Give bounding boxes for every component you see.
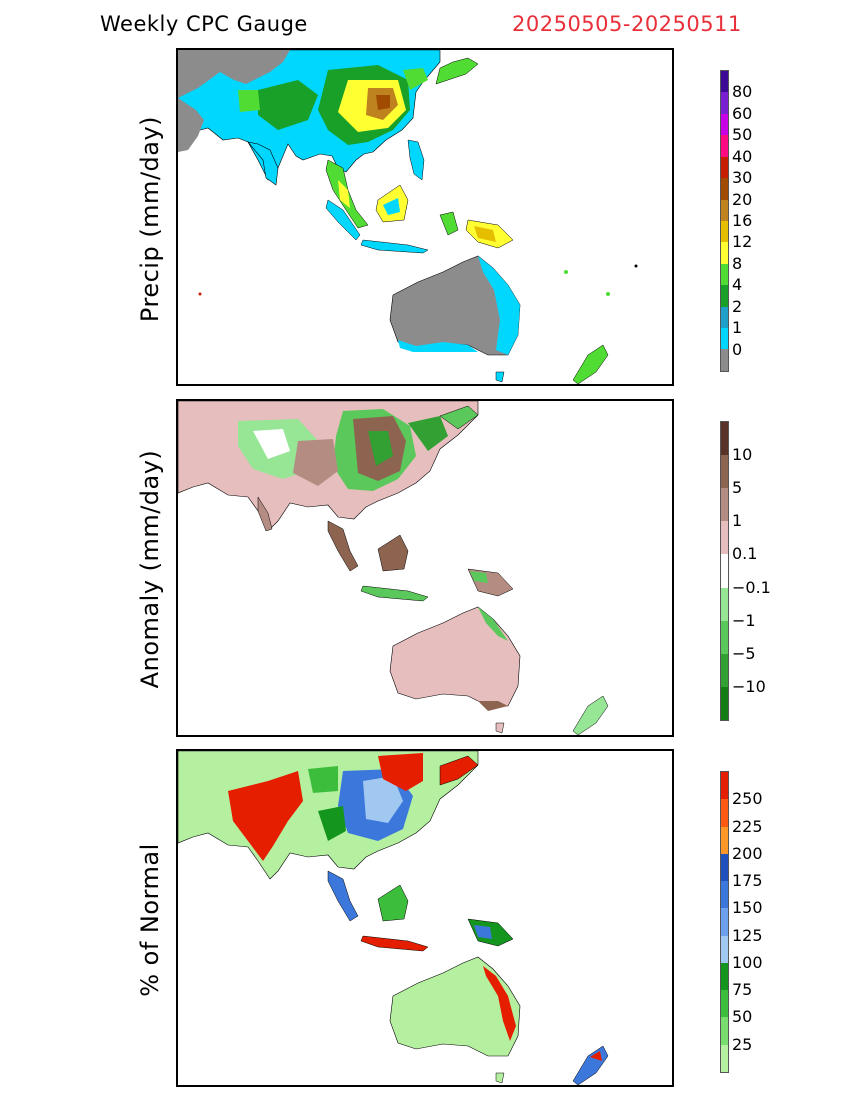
colorbar-tick-label: 75 bbox=[732, 980, 753, 1000]
colorbar-swatch bbox=[721, 853, 728, 882]
colorbar-tick-label: 200 bbox=[732, 843, 763, 863]
colorbar-swatch bbox=[721, 263, 728, 286]
precip-map bbox=[178, 50, 638, 384]
colorbar-swatch bbox=[721, 113, 728, 136]
colorbar-tick-label: 2 bbox=[732, 296, 743, 316]
colorbar-swatch bbox=[721, 242, 728, 264]
colorbar-swatch bbox=[721, 220, 728, 243]
colorbar-swatch bbox=[721, 285, 728, 307]
colorbar-swatch bbox=[721, 653, 728, 687]
colorbar-tick-label: 250 bbox=[732, 789, 763, 809]
colorbar-tick-label: 5 bbox=[732, 478, 743, 498]
colorbar-swatch bbox=[721, 620, 728, 654]
colorbar-swatch bbox=[721, 772, 728, 800]
colorbar-swatch bbox=[721, 328, 728, 350]
colorbar-tick-label: 100 bbox=[732, 952, 763, 972]
colorbar-swatch bbox=[721, 135, 728, 157]
colorbar-tick-label: 12 bbox=[732, 232, 753, 252]
colorbar-tick-label: −0.1 bbox=[732, 577, 771, 597]
colorbar-swatch bbox=[721, 488, 728, 522]
colorbar-swatch bbox=[721, 178, 728, 200]
colorbar-tick-label: 25 bbox=[732, 1034, 753, 1054]
colorbar-tick-label: 40 bbox=[732, 146, 753, 166]
colorbar-swatch bbox=[721, 935, 728, 963]
colorbar-tick-label: 125 bbox=[732, 925, 763, 945]
colorbar-swatch bbox=[721, 1017, 728, 1045]
colorbar-tick-label: 0 bbox=[732, 339, 743, 359]
colorbar-swatch bbox=[721, 455, 728, 489]
colorbar-swatch bbox=[721, 686, 728, 720]
colorbar-swatch bbox=[721, 92, 728, 114]
anomaly-colorbar bbox=[720, 421, 729, 721]
colorbar-tick-label: 20 bbox=[732, 189, 753, 209]
colorbar-tick-label: 16 bbox=[732, 211, 753, 230]
map-title: Weekly CPC Gauge bbox=[100, 12, 308, 36]
colorbar-tick-label: 30 bbox=[732, 168, 753, 188]
colorbar-swatch bbox=[721, 881, 728, 909]
colorbar-swatch bbox=[721, 990, 728, 1018]
colorbar-tick-label: 1 bbox=[732, 511, 743, 531]
colorbar-swatch bbox=[721, 306, 728, 329]
colorbar-tick-label: −10 bbox=[732, 676, 766, 696]
colorbar-swatch bbox=[721, 587, 728, 621]
colorbar-tick-label: 10 bbox=[732, 445, 753, 465]
colorbar-tick-label: 150 bbox=[732, 898, 763, 918]
date-range: 20250505-20250511 bbox=[512, 12, 742, 36]
colorbar-swatch bbox=[721, 908, 728, 936]
colorbar-tick-label: 225 bbox=[732, 816, 763, 836]
colorbar-tick-label: 0.1 bbox=[732, 544, 758, 564]
map-panel-pct-normal[interactable] bbox=[176, 749, 674, 1087]
colorbar-swatch bbox=[721, 349, 728, 371]
panel-pct-ylabel: % of Normal bbox=[136, 843, 164, 997]
colorbar-swatch bbox=[721, 156, 728, 179]
colorbar-swatch bbox=[721, 799, 728, 827]
colorbar-tick-label: 175 bbox=[732, 871, 763, 891]
colorbar-swatch bbox=[721, 826, 728, 854]
colorbar-tick-label: −1 bbox=[732, 610, 756, 630]
colorbar-swatch bbox=[721, 199, 728, 221]
colorbar-tick-label: 4 bbox=[732, 275, 743, 295]
colorbar-tick-label: 50 bbox=[732, 1007, 753, 1027]
panel-precip-ylabel: Precip (mm/day) bbox=[136, 115, 164, 323]
colorbar-tick-label: 50 bbox=[732, 125, 753, 145]
colorbar-tick-label: 8 bbox=[732, 253, 743, 273]
colorbar-tick-label: 60 bbox=[732, 103, 753, 123]
colorbar-swatch bbox=[721, 422, 728, 456]
anomaly-map bbox=[178, 401, 609, 735]
colorbar-tick-label: 1 bbox=[732, 318, 743, 338]
colorbar-swatch bbox=[721, 71, 728, 93]
pct-normal-colorbar bbox=[720, 771, 729, 1073]
colorbar-swatch bbox=[721, 1044, 728, 1072]
map-panel-anomaly[interactable] bbox=[176, 399, 674, 737]
colorbar-swatch bbox=[721, 554, 728, 588]
pct-normal-map bbox=[178, 751, 609, 1085]
colorbar-tick-label: −5 bbox=[732, 643, 756, 663]
panel-anomaly-ylabel: Anomaly (mm/day) bbox=[136, 449, 164, 689]
map-panel-precip[interactable] bbox=[176, 48, 674, 386]
colorbar-swatch bbox=[721, 962, 728, 991]
colorbar-swatch bbox=[721, 521, 728, 555]
colorbar-tick-label: 80 bbox=[732, 82, 753, 102]
precip-colorbar bbox=[720, 70, 729, 372]
